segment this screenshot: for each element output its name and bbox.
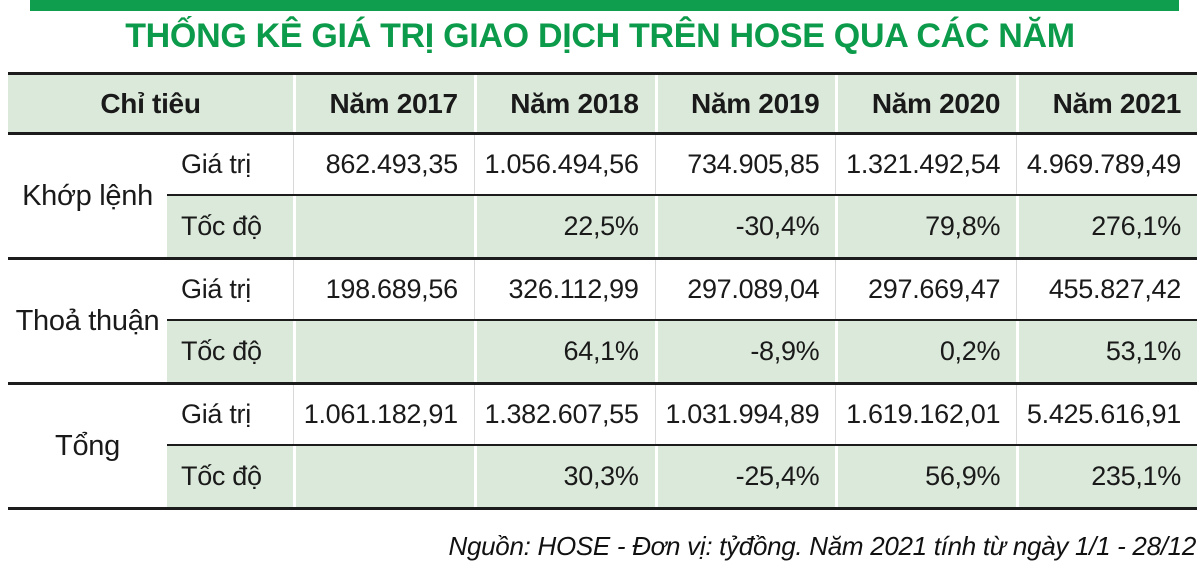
group-thoa-thuan: Thoả thuận Giá trị 198.689,56 326.112,99… [8,257,1197,382]
table-row: Giá trị 862.493,35 1.056.494,56 734.905,… [167,135,1197,196]
rate-cell: 56,9% [835,446,1016,507]
header-year-2019: Năm 2019 [654,75,836,132]
rate-cell: -25,4% [654,446,836,507]
group-label: Tổng [8,385,167,507]
rate-cell: 276,1% [1016,196,1197,257]
rate-cell [293,321,474,382]
row-label-rate: Tốc độ [181,336,262,366]
value-cell: 297.669,47 [835,260,1016,319]
rate-cell: 0,2% [835,321,1016,382]
table-row: Tốc độ 30,3% -25,4% 56,9% 235,1% [167,446,1197,507]
group-khop-lenh: Khớp lệnh Giá trị 862.493,35 1.056.494,5… [8,135,1197,257]
hose-statistics-table: Chỉ tiêu Năm 2017 Năm 2018 Năm 2019 Năm … [8,72,1197,510]
table-header-row: Chỉ tiêu Năm 2017 Năm 2018 Năm 2019 Năm … [8,75,1197,135]
rate-cell: 22,5% [473,196,655,257]
value-cell: 4.969.789,49 [1016,135,1197,194]
value-cell: 1.321.492,54 [835,135,1016,194]
value-cell: 1.619.162,01 [835,385,1016,444]
table-row: Tốc độ 22,5% -30,4% 79,8% 276,1% [167,196,1197,257]
row-label-value: Giá trị [181,149,251,179]
value-cell: 862.493,35 [293,135,474,194]
value-cell: 1.382.607,55 [473,385,655,444]
value-cell: 198.689,56 [293,260,474,319]
row-label-rate: Tốc độ [181,461,262,491]
rate-cell: 64,1% [473,321,655,382]
row-label-value: Giá trị [181,274,251,304]
header-year-2020: Năm 2020 [835,75,1016,132]
header-year-2021: Năm 2021 [1016,75,1197,132]
value-cell: 455.827,42 [1016,260,1197,319]
value-cell: 1.061.182,91 [293,385,474,444]
rate-cell: 30,3% [473,446,655,507]
source-note: Nguồn: HOSE - Đơn vị: tỷđồng. Năm 2021 t… [448,531,1197,561]
group-label: Thoả thuận [8,260,167,382]
group-label: Khớp lệnh [8,135,167,257]
table-row: Giá trị 1.061.182,91 1.382.607,55 1.031.… [167,385,1197,446]
value-cell: 326.112,99 [473,260,655,319]
value-cell: 1.056.494,56 [473,135,655,194]
group-tong: Tổng Giá trị 1.061.182,91 1.382.607,55 1… [8,382,1197,507]
rate-cell: -8,9% [654,321,836,382]
rate-cell: 79,8% [835,196,1016,257]
header-year-2017: Năm 2017 [293,75,474,132]
table-row: Tốc độ 64,1% -8,9% 0,2% 53,1% [167,321,1197,382]
table-row: Giá trị 198.689,56 326.112,99 297.089,04… [167,260,1197,321]
rate-cell: 235,1% [1016,446,1197,507]
page-title: THỐNG KÊ GIÁ TRỊ GIAO DỊCH TRÊN HOSE QUA… [125,17,1075,55]
top-accent-bar [30,0,1179,11]
value-cell: 1.031.994,89 [654,385,836,444]
value-cell: 5.425.616,91 [1016,385,1197,444]
rate-cell [293,196,474,257]
row-label-rate: Tốc độ [181,211,262,241]
value-cell: 297.089,04 [654,260,836,319]
value-cell: 734.905,85 [654,135,836,194]
header-year-2018: Năm 2018 [473,75,655,132]
rate-cell: -30,4% [654,196,836,257]
row-label-value: Giá trị [181,399,251,429]
header-indicator: Chỉ tiêu [100,87,201,119]
rate-cell: 53,1% [1016,321,1197,382]
rate-cell [293,446,474,507]
